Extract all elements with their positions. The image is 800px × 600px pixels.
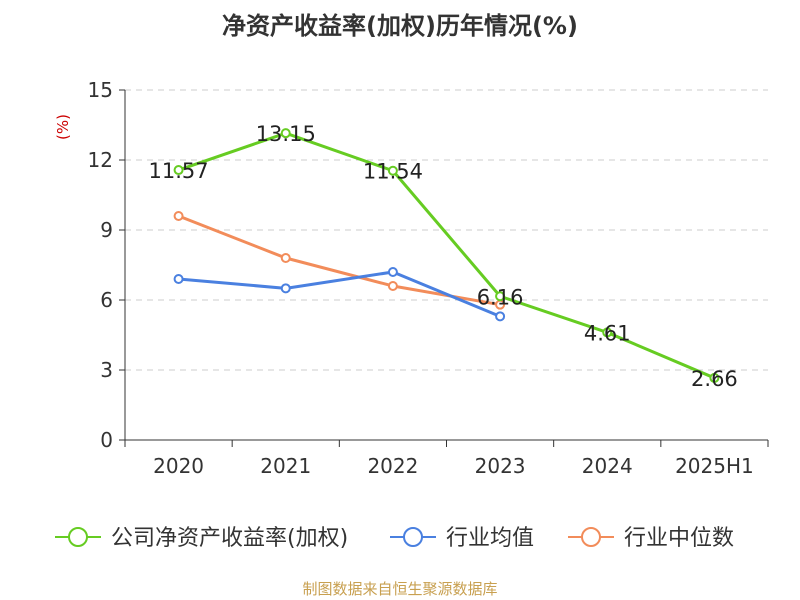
data-point: [495, 291, 506, 302]
data-point: [280, 128, 291, 139]
data-point: [387, 267, 398, 277]
data-point: [173, 274, 184, 284]
x-tick-label: 2020: [153, 454, 204, 478]
data-label: 2.66: [691, 367, 738, 391]
data-label: 13.15: [256, 122, 316, 146]
data-point: [387, 281, 398, 291]
y-tick-label: 0: [100, 428, 113, 452]
y-tick-label: 3: [100, 358, 113, 382]
x-tick-label: 2024: [582, 454, 633, 478]
x-tick-label: 2023: [475, 454, 526, 478]
y-tick-label: 6: [100, 288, 113, 312]
data-point: [602, 327, 613, 338]
data-point: [280, 253, 291, 263]
source-note: 制图数据来自恒生聚源数据库: [302, 580, 498, 598]
legend-label: 行业中位数: [624, 526, 734, 551]
data-point: [495, 311, 506, 322]
x-tick-label: 2022: [367, 454, 418, 478]
data-point: [173, 211, 184, 221]
y-tick-label: 9: [100, 218, 113, 242]
legend-marker: [68, 527, 88, 547]
legend-label: 公司净资产收益率(加权): [111, 526, 348, 551]
data-label: 11.54: [363, 160, 423, 184]
data-label: 6.16: [477, 285, 524, 309]
y-axis-label: (%): [54, 114, 72, 140]
data-label: 11.57: [149, 159, 209, 183]
data-point: [173, 165, 184, 176]
data-point: [280, 283, 291, 294]
data-point: [709, 372, 720, 383]
legend-marker: [581, 527, 601, 547]
x-tick-label: 2021: [260, 454, 311, 478]
y-tick-label: 12: [88, 148, 113, 172]
legend-marker: [403, 527, 423, 547]
series-line: [178, 270, 501, 318]
y-tick-label: 15: [88, 78, 113, 102]
data-point: [387, 165, 398, 176]
chart-title: 净资产收益率(加权)历年情况(%): [222, 12, 578, 40]
legend-label: 行业均值: [446, 526, 534, 551]
x-tick-label: 2025H1: [675, 454, 754, 478]
data-label: 4.61: [584, 321, 631, 345]
series-line: [178, 214, 501, 307]
series-line: [178, 131, 716, 380]
